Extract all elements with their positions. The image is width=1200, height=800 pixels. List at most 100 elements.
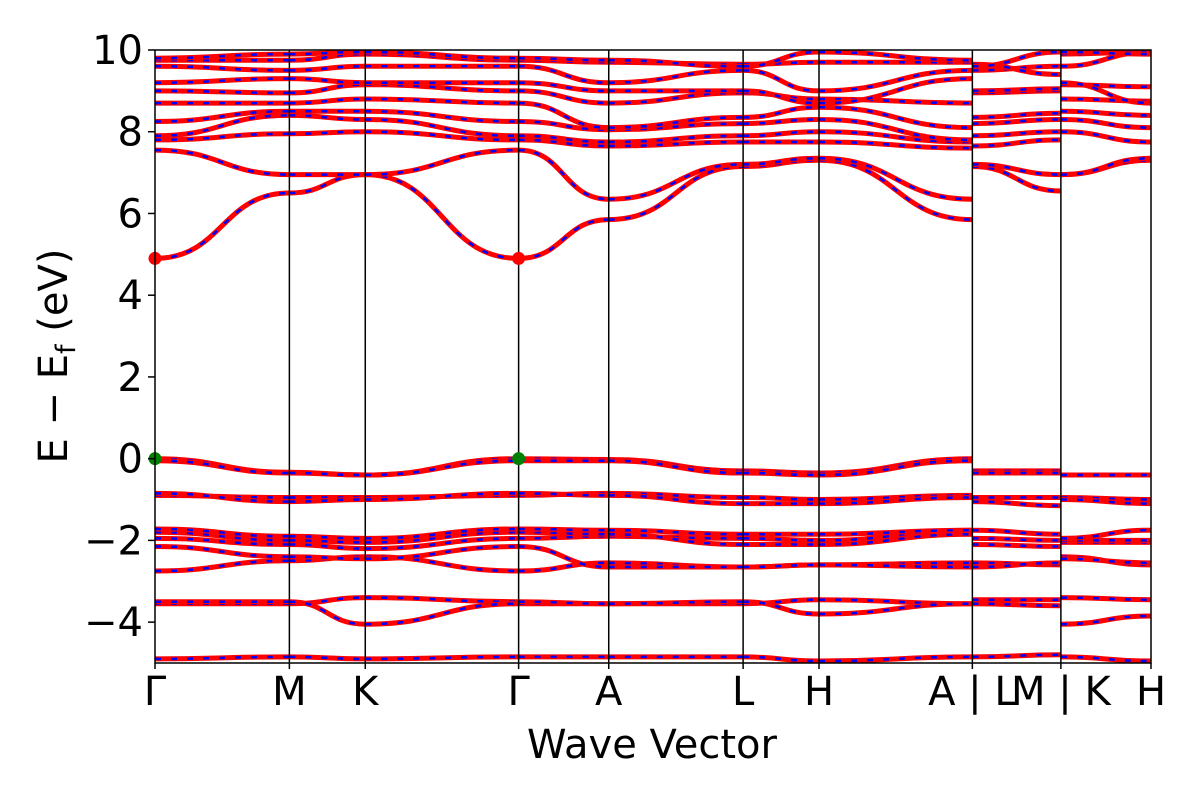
band-spin-up-line [289, 172, 366, 196]
band-spin-down-line [608, 58, 744, 68]
band-spin-down-line [155, 530, 290, 542]
band-spin-down-line [743, 91, 820, 101]
band-spin-up-line [365, 458, 519, 478]
band-spin-down-line [743, 600, 820, 616]
band-spin-down-line [818, 496, 973, 505]
band-spin-up-line [1060, 595, 1151, 603]
band-spin-down-line [818, 655, 973, 663]
y-tick-label: 4 [118, 273, 143, 319]
band-spin-down-line [818, 97, 973, 105]
band-spin-down-line [289, 65, 366, 72]
band-spin-up-line [1060, 527, 1151, 541]
x-tick-label: M | K [1011, 669, 1112, 715]
band-spin-up-line [972, 50, 1061, 69]
band-spin-down-line [608, 459, 744, 475]
band-spin-up-line [1060, 129, 1151, 145]
x-tick-label: A | L [928, 669, 1017, 715]
y-axis-label-main: E − E [31, 354, 77, 464]
band-spin-down-line [365, 83, 519, 93]
band-edge-markers [148, 251, 526, 466]
band-spin-down-line [743, 496, 820, 501]
band-spin-down-line [743, 537, 820, 542]
band-spin-up-line [1060, 50, 1151, 57]
band-spin-down-line [743, 598, 820, 605]
plot-frame [154, 49, 1152, 664]
band-spin-down-line [365, 130, 519, 142]
band-spin-down-line [518, 218, 609, 260]
band-spin-up-line [365, 601, 519, 627]
band-spin-down-line [289, 50, 366, 56]
band-spin-up-line [518, 544, 609, 570]
band-spin-down-line [365, 527, 519, 540]
band-spin-up-line [518, 55, 609, 63]
x-tick-label: A [595, 669, 623, 715]
band-spin-down-line [743, 50, 820, 68]
band-spin-up-line [289, 599, 366, 627]
band-spin-down-line [818, 459, 973, 477]
band-spin-up-line [972, 137, 1061, 149]
x-tick-label: Γ [144, 669, 167, 715]
band-spin-down-line [1060, 81, 1151, 105]
band-spin-down-line [608, 533, 744, 546]
band-spin-down-line [155, 89, 290, 95]
band-spin-down-line [743, 69, 820, 93]
band-spin-down-line [818, 118, 973, 142]
band-spin-up-line [518, 526, 609, 533]
band-spin-up-line [608, 164, 744, 223]
band-spin-down-line [289, 543, 366, 550]
band-spin-down-line [289, 97, 366, 105]
band-spin-up-line [972, 535, 1061, 543]
band-spin-up-line [972, 601, 1061, 609]
band-spin-down-line [289, 77, 366, 84]
band-spin-down-line [365, 492, 519, 501]
band-spin-down-line [743, 655, 820, 663]
band-spin-up-line [972, 129, 1061, 139]
band-spin-down-line [818, 602, 973, 616]
band-spin-down-line [818, 140, 973, 150]
y-axis-ticks: 10 8 6 4 2 0 −2 −4 [84, 28, 155, 646]
band-spin-up-line [1060, 108, 1151, 118]
band-spin-down-line [289, 596, 366, 605]
x-tick-label: Γ [507, 669, 530, 715]
band-spin-down-line [155, 65, 290, 72]
band-spin-down-line [155, 527, 290, 538]
band-spin-down-line [289, 114, 366, 121]
band-spin-down-line [608, 140, 744, 148]
y-tick-label: 0 [118, 437, 143, 483]
cbm-marker [512, 251, 526, 265]
bands-layer [155, 50, 1151, 663]
band-spin-down-line [608, 600, 744, 605]
band-spin-down-line [743, 157, 820, 166]
y-tick-label: −2 [84, 518, 143, 564]
band-spin-down-line [289, 555, 366, 561]
x-tick-label: L [732, 669, 755, 715]
band-spin-down-line [743, 105, 820, 119]
band-spin-down-line [289, 498, 366, 503]
band-spin-down-line [518, 148, 609, 201]
y-tick-label: 6 [118, 191, 143, 237]
band-spin-down-line [743, 130, 820, 138]
band-spin-down-line [365, 459, 519, 477]
band-spin-down-line [818, 50, 973, 62]
x-axis-label: Wave Vector [527, 722, 778, 768]
band-spin-up-line [518, 119, 609, 133]
band-spin-up-line [518, 490, 609, 498]
band-spin-up-line [518, 63, 609, 86]
band-spin-down-line [608, 165, 744, 221]
band-spin-down-line [608, 134, 744, 144]
band-spin-down-line [289, 539, 366, 544]
band-spin-up-line [365, 172, 519, 261]
band-spin-down-line [365, 50, 519, 60]
band-spin-down-line [155, 132, 290, 142]
band-spin-up-line [972, 542, 1061, 549]
band-spin-down-line [743, 471, 820, 477]
band-spin-down-line [155, 459, 290, 475]
band-spin-down-line [608, 91, 744, 105]
x-tick-label: K [352, 669, 380, 715]
band-spin-down-line [365, 537, 519, 550]
band-spin-up-line [972, 527, 1061, 537]
band-spin-down-line [155, 545, 290, 558]
x-tick-label: H [804, 669, 834, 715]
band-spin-up-line [155, 190, 290, 261]
